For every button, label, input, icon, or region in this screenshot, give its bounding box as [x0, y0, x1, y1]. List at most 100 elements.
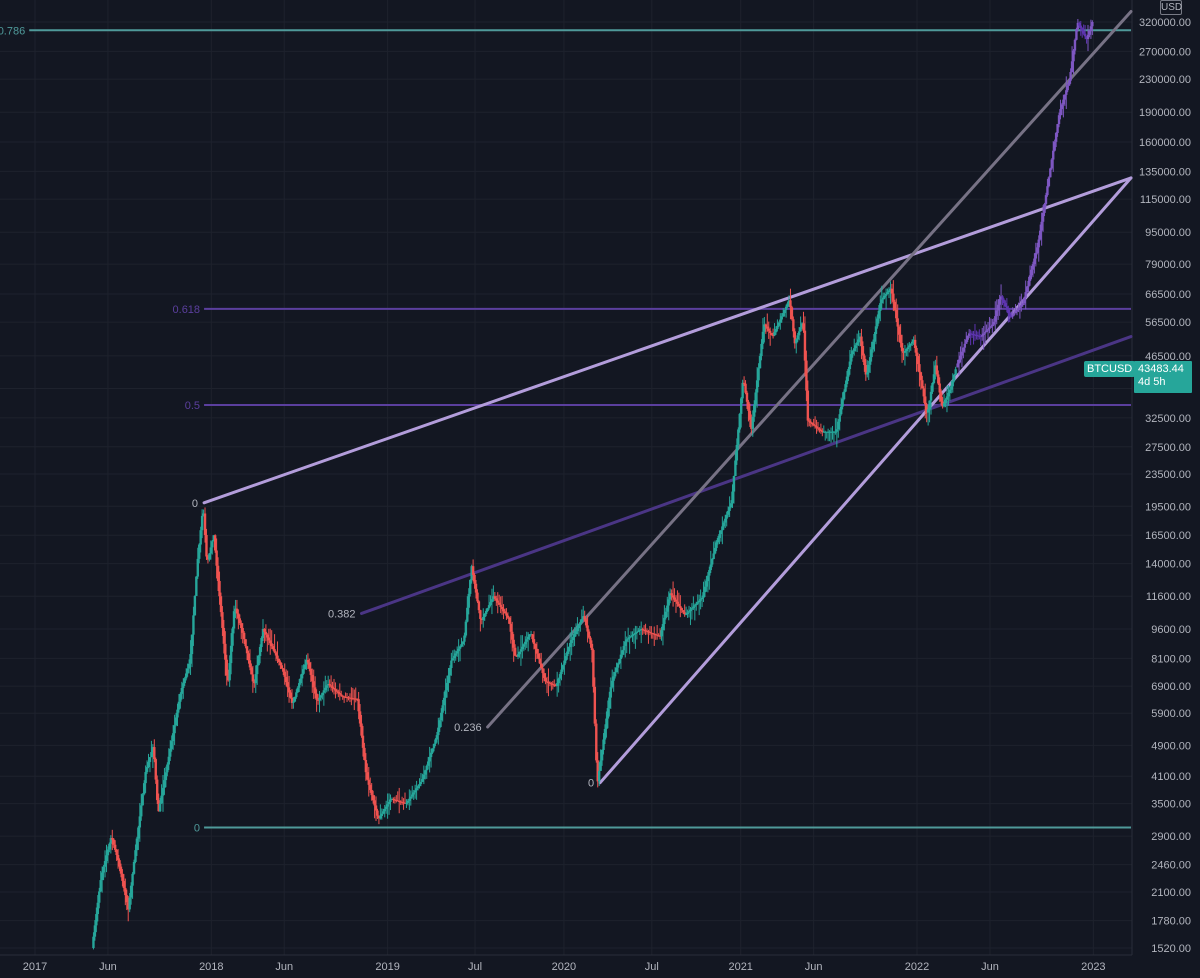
candle-body [290, 697, 294, 703]
trend-line [202, 176, 1133, 505]
candle-body [529, 634, 533, 636]
candle-body [573, 634, 576, 638]
candle-body [757, 368, 760, 381]
candle-body [148, 757, 152, 763]
candle-body [596, 760, 599, 782]
candle-body [988, 327, 991, 330]
candle-body [106, 849, 110, 856]
candle-body [516, 654, 520, 657]
candle-body [157, 800, 160, 812]
candle-body [109, 838, 113, 844]
candle-body [131, 873, 134, 886]
candle-body [725, 514, 728, 519]
time-axis[interactable]: 2017 Jun 2018 Jun 2019 Jul 2020 Jul 2021 Jun 2022 J… [23, 961, 1106, 973]
candle-body [673, 597, 676, 600]
candle-body [760, 343, 763, 357]
candle-body [144, 772, 147, 784]
candle-body [790, 307, 794, 320]
candle-body [638, 629, 641, 631]
x-tick-label: Jun [805, 961, 823, 973]
candle-body [776, 325, 779, 330]
candle-body [706, 575, 710, 582]
candle-body [341, 695, 344, 697]
y-tick-label: 79000.00 [1145, 259, 1191, 271]
candle-body [122, 880, 126, 888]
candle-body [1065, 90, 1068, 95]
candle-body [1075, 29, 1078, 40]
candle-body [948, 389, 952, 394]
candle-body [873, 333, 876, 342]
candle-body [731, 491, 734, 504]
symbol-label: BTCUSD [1084, 361, 1136, 377]
candle-body [184, 673, 188, 679]
candle-body [629, 636, 633, 638]
candle-body [1076, 22, 1080, 30]
candle-body [711, 558, 714, 565]
candle-body [1033, 258, 1036, 265]
candle-body [1005, 306, 1009, 310]
candle-body [729, 503, 733, 508]
price-axis[interactable]: 320000.00 270000.00 230000.00 190000.00 1600… [1139, 17, 1191, 955]
y-tick-label: 4100.00 [1151, 771, 1191, 783]
candle-body [535, 648, 539, 654]
candle-body [470, 566, 473, 581]
candle-body [861, 346, 865, 356]
candle-body [684, 614, 688, 616]
candle-body [129, 885, 133, 898]
candle-body [957, 359, 961, 364]
candle-body [887, 290, 891, 293]
fib-levels: 0.786 0.618 0.5 0 [0, 25, 1131, 834]
candle-body [202, 513, 205, 516]
candle-body [340, 694, 343, 696]
candle-body [877, 310, 881, 319]
candle-body [1036, 247, 1039, 253]
candle-body [793, 331, 797, 344]
candle-body [319, 695, 323, 698]
candle-body [312, 681, 315, 688]
candle-body [553, 684, 556, 686]
candle-body [308, 662, 311, 669]
candle-body [870, 349, 873, 358]
candle-body [773, 332, 776, 336]
fib-level-label: 0.786 [0, 25, 25, 37]
candle-body [98, 891, 101, 903]
candle-body [1060, 104, 1064, 110]
candle-body [398, 800, 401, 802]
candle-body [486, 608, 489, 612]
candle-body [1024, 292, 1027, 298]
candle-body [950, 386, 953, 390]
candle-body [302, 669, 305, 674]
candle-body [986, 329, 990, 331]
last-price-label: 43483.44 4d 5h [1134, 361, 1192, 393]
currency-badge[interactable]: USD [1160, 0, 1183, 15]
candle-body [719, 530, 723, 535]
candle-body [522, 644, 526, 647]
candle-body [124, 887, 127, 896]
candle-body [635, 631, 639, 633]
candle-body [156, 779, 159, 801]
candle-body [280, 665, 284, 669]
candle-body [693, 605, 697, 607]
candle-body [890, 288, 894, 294]
candle-body [834, 431, 837, 433]
candle-body [924, 396, 927, 405]
candle-body [231, 628, 234, 646]
y-tick-label: 56500.00 [1145, 317, 1191, 329]
trend-line [360, 335, 1133, 615]
candle-body [779, 319, 782, 323]
candle-body [286, 682, 289, 688]
candle-body [747, 401, 750, 411]
candle-body [676, 601, 679, 604]
candle-body [453, 655, 456, 659]
candle-body [271, 646, 275, 650]
candle-body [125, 895, 128, 903]
y-tick-label: 1520.00 [1151, 943, 1191, 955]
candle-body [235, 608, 239, 614]
candle-body [405, 802, 408, 804]
candle-body [400, 801, 404, 803]
candle-body [716, 537, 720, 543]
candle-body [571, 637, 575, 641]
candle-body [603, 729, 607, 740]
candle-body [327, 684, 330, 686]
